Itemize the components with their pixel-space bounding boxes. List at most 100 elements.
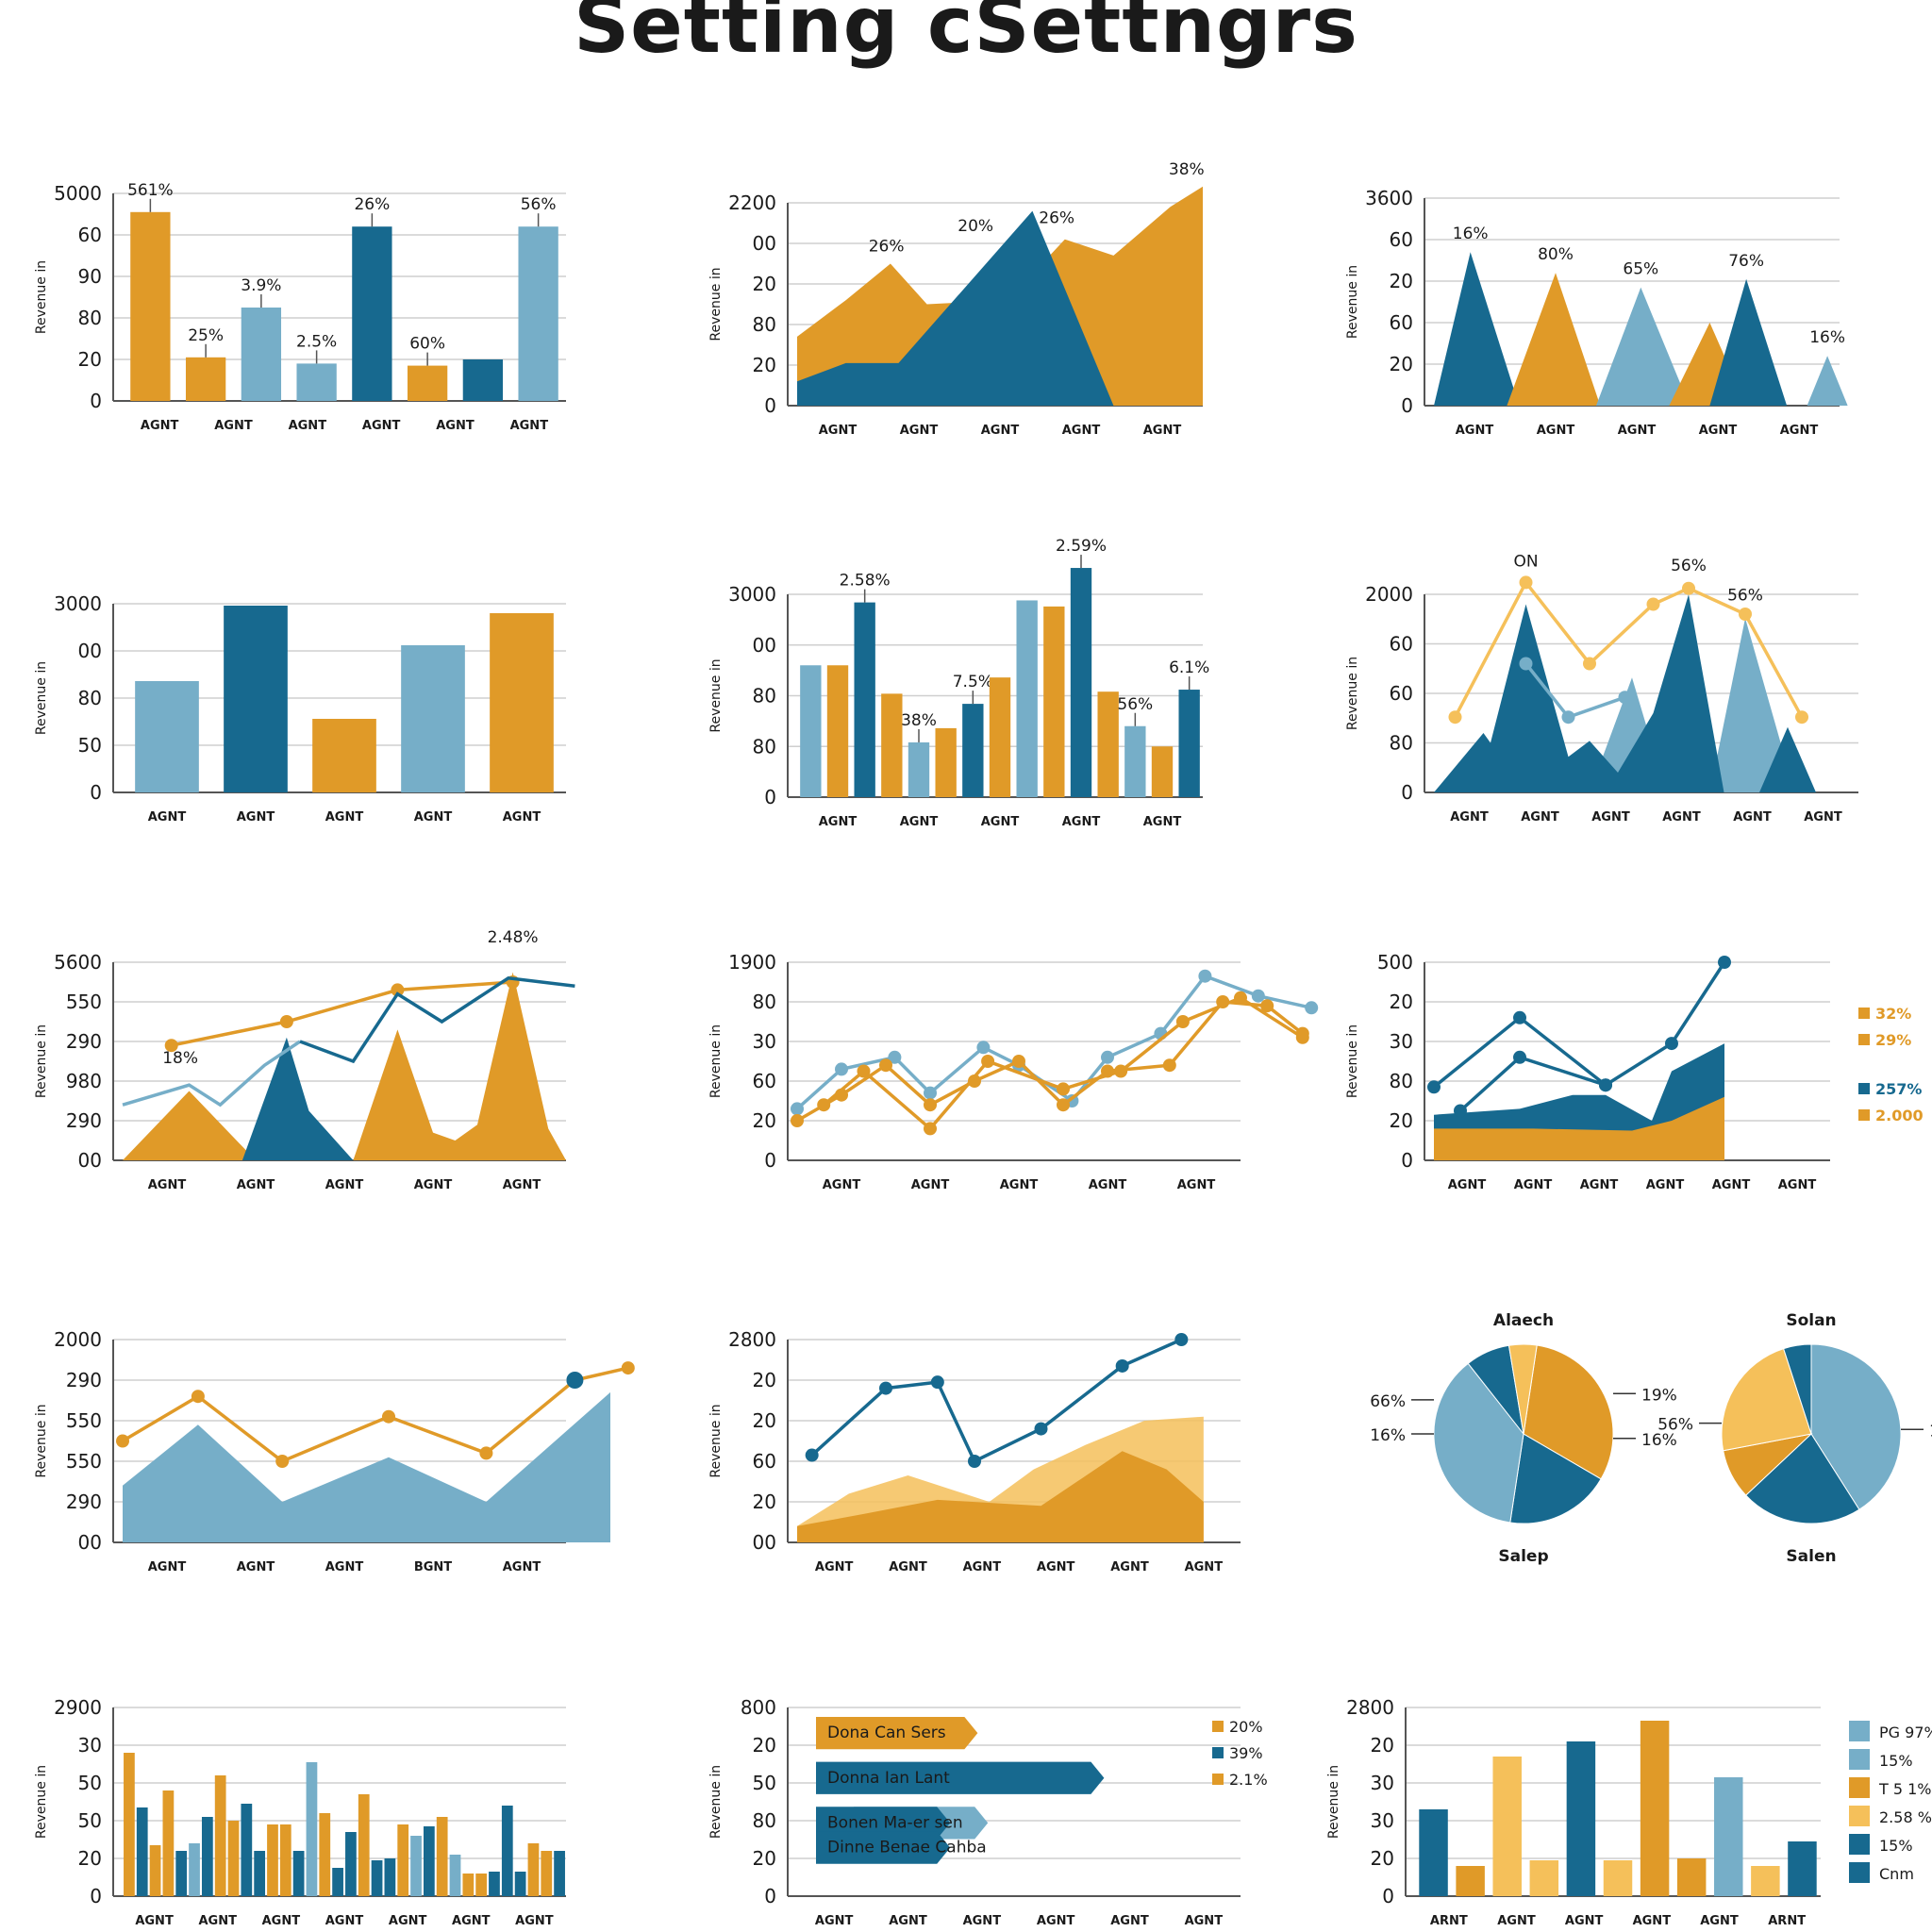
data-point bbox=[1115, 1358, 1129, 1373]
y-tick-label: 30 bbox=[1371, 1772, 1394, 1794]
y-tick-label: 80 bbox=[78, 307, 102, 329]
x-tick-label: AGNT bbox=[389, 1914, 427, 1928]
pie-title: Alaech bbox=[1493, 1311, 1554, 1330]
chart-svg: 2800 20 30 30 20 0 Revenue in ARNT AGNT AGNT AGNT A… bbox=[1326, 1696, 1932, 1928]
bar bbox=[501, 1806, 513, 1896]
x-tick-label: AGNT bbox=[963, 1914, 1002, 1928]
bar bbox=[189, 1843, 200, 1896]
data-label: 561% bbox=[127, 181, 174, 200]
y-tick-label: 0 bbox=[1401, 394, 1413, 417]
x-tick-label: AGNT bbox=[1733, 810, 1772, 824]
x-tick-label: AGNT bbox=[198, 1914, 237, 1928]
data-point bbox=[924, 1122, 937, 1136]
bar bbox=[1714, 1777, 1743, 1896]
data-point bbox=[191, 1390, 205, 1404]
bar bbox=[962, 704, 984, 797]
data-point bbox=[1519, 575, 1533, 590]
bar bbox=[352, 226, 392, 401]
y-tick-label: 80 bbox=[753, 1809, 776, 1832]
x-tick-label: AGNT bbox=[1037, 1914, 1075, 1928]
x-tick-label: AGNT bbox=[1662, 810, 1701, 824]
legend-label: Cnm bbox=[1879, 1865, 1914, 1883]
data-point bbox=[1454, 1104, 1467, 1118]
legend-swatch bbox=[1858, 1034, 1870, 1045]
peak bbox=[1596, 287, 1690, 406]
bar bbox=[1070, 568, 1092, 797]
bar bbox=[254, 1851, 266, 1896]
x-tick-label: AGNT bbox=[1646, 1178, 1685, 1192]
data-label: ON bbox=[1513, 553, 1538, 572]
y-tick-label: 50 bbox=[78, 1772, 102, 1794]
chart-svg: 500 20 30 80 20 0 Revenue in AGNT AGNT AGNT AGNT AG… bbox=[1345, 951, 1924, 1192]
data-point bbox=[1260, 999, 1274, 1013]
chart-svg: 1900 80 30 60 20 0 Revenue in AGNT AGNT AGNT AGNT A… bbox=[708, 951, 1319, 1192]
x-tick-label: AGNT bbox=[452, 1914, 491, 1928]
page-title: Setting cSettngrs bbox=[574, 0, 1358, 71]
data-label: 38% bbox=[901, 711, 937, 730]
x-tick-label: AGNT bbox=[1000, 1178, 1039, 1192]
y-axis-label: Revenue in bbox=[1345, 265, 1360, 339]
bar bbox=[462, 359, 504, 401]
x-tick-label: AGNT bbox=[900, 424, 939, 438]
bar bbox=[201, 1817, 213, 1896]
pie-slice bbox=[1433, 1362, 1524, 1524]
x-tick-label: AGNT bbox=[1804, 810, 1842, 824]
legend-label: 15% bbox=[1879, 1752, 1913, 1770]
chart-c4: 3000 00 80 50 0 Revenue in AGNT AGNT AGNT AGNT AGN… bbox=[28, 585, 566, 830]
slice-label: 16% bbox=[1641, 1431, 1677, 1450]
y-tick-label: 290 bbox=[66, 1369, 102, 1391]
bar bbox=[514, 1872, 526, 1896]
data-point bbox=[976, 1041, 991, 1055]
y-axis-label: Revenue in bbox=[34, 260, 49, 334]
x-tick-label: AGNT bbox=[889, 1914, 927, 1928]
y-tick-label: 2200 bbox=[728, 192, 776, 214]
y-tick-label: 550 bbox=[66, 991, 102, 1013]
bar bbox=[407, 365, 448, 401]
y-tick-label: 60 bbox=[1390, 228, 1413, 251]
legend-label: PG 97% bbox=[1879, 1724, 1932, 1741]
data-label: 80% bbox=[1538, 245, 1574, 264]
data-point bbox=[1448, 710, 1462, 724]
data-label: 6.1% bbox=[1169, 658, 1209, 677]
bar bbox=[292, 1851, 305, 1896]
chart-c14: 800 20 50 80 20 0 Revenue in AGNT AGNT AGNT AGNT AG… bbox=[703, 1696, 1268, 1928]
y-tick-label: 20 bbox=[753, 354, 776, 376]
y-tick-label: 00 bbox=[78, 1531, 102, 1554]
data-point bbox=[1101, 1050, 1114, 1064]
area-series bbox=[1434, 594, 1816, 792]
legend-label: 20% bbox=[1229, 1718, 1263, 1736]
bar bbox=[345, 1832, 357, 1896]
x-tick-label: AGNT bbox=[1185, 1914, 1224, 1928]
y-tick-label: 80 bbox=[753, 735, 776, 758]
bar bbox=[816, 1717, 978, 1750]
bar bbox=[267, 1824, 278, 1896]
data-point bbox=[1513, 1050, 1526, 1064]
bar bbox=[397, 1824, 409, 1896]
x-tick-label: AGNT bbox=[414, 810, 453, 824]
y-tick-label: 3000 bbox=[54, 592, 102, 615]
x-tick-label: AGNT bbox=[135, 1914, 174, 1928]
legend-swatch bbox=[1849, 1777, 1870, 1798]
data-point bbox=[391, 983, 405, 997]
legend-swatch bbox=[1849, 1862, 1870, 1883]
data-label: 65% bbox=[1623, 260, 1658, 279]
chart-c2: 2200 00 20 80 20 0 Revenue in AGNT AGNT AGNT AGNT A… bbox=[703, 160, 1231, 448]
bar bbox=[449, 1855, 461, 1896]
pie-slice bbox=[1507, 1343, 1538, 1435]
data-point bbox=[791, 1102, 804, 1116]
bar bbox=[1097, 691, 1119, 797]
y-tick-label: 30 bbox=[1371, 1809, 1394, 1832]
y-tick-label: 20 bbox=[753, 1409, 776, 1432]
data-point bbox=[116, 1434, 129, 1448]
data-point bbox=[1583, 657, 1596, 671]
chart-svg: 2000 60 60 80 0 Revenue in AGNT AGNT AGNT AGNT AGN… bbox=[1345, 553, 1858, 824]
y-tick-label: 50 bbox=[78, 734, 102, 757]
area-series bbox=[123, 1391, 610, 1542]
y-tick-label: 80 bbox=[753, 991, 776, 1013]
y-tick-label: 20 bbox=[753, 1369, 776, 1391]
bar-label: Bonen Ma-er sen bbox=[827, 1813, 963, 1832]
data-point bbox=[566, 1372, 584, 1389]
bar bbox=[1529, 1860, 1559, 1896]
x-tick-label: AGNT bbox=[362, 419, 401, 433]
bar bbox=[826, 665, 849, 797]
